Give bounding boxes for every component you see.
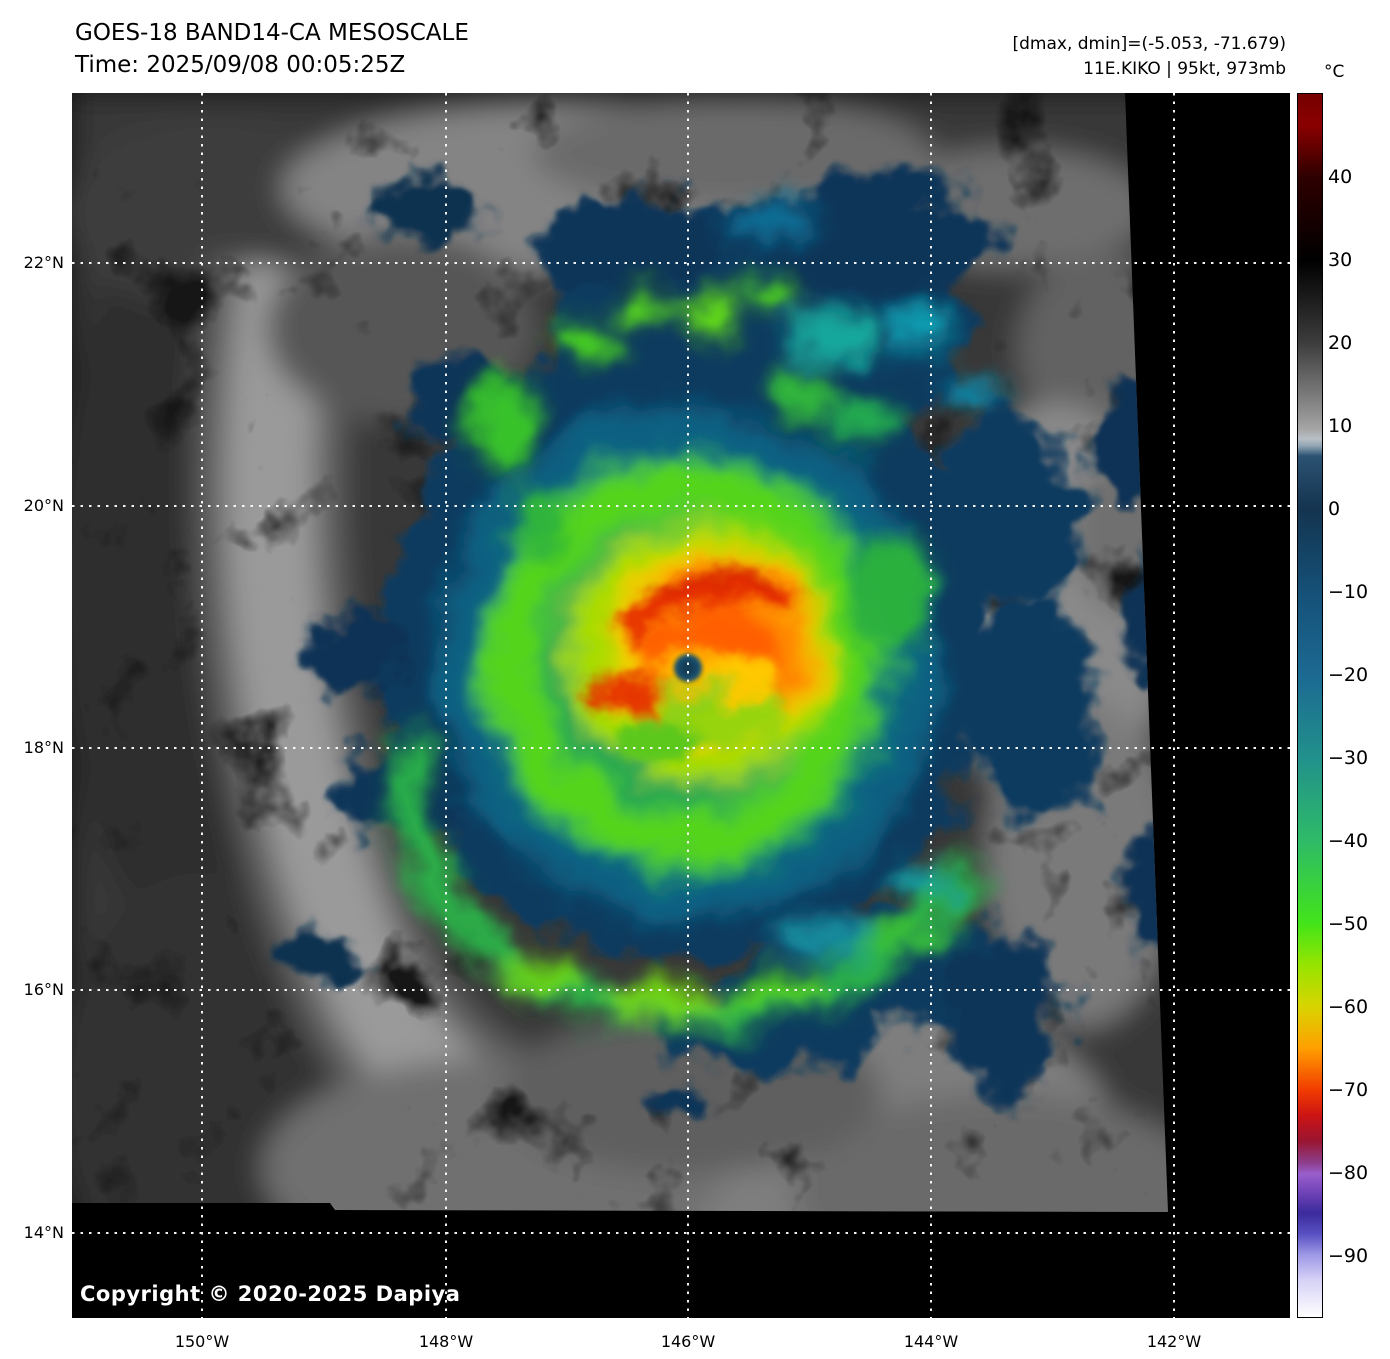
colorbar-tick: −20 (1328, 664, 1369, 686)
lon-label-148w: 148°W (418, 1332, 474, 1351)
lon-label-144w: 144°W (903, 1332, 959, 1351)
colorbar-tick: −60 (1328, 996, 1369, 1018)
satellite-map: Copyright © 2020-2025 Dapiya (72, 93, 1290, 1318)
colorbar-tick: −50 (1328, 913, 1369, 935)
colorbar-tick: −80 (1328, 1162, 1369, 1184)
spiral-bands (390, 200, 999, 1028)
lat-label-18n: 18°N (23, 738, 64, 757)
graticule-gridlines (72, 93, 1290, 1318)
lat-label-20n: 20°N (23, 496, 64, 515)
dmax-dmin-readout: [dmax, dmin]=(-5.053, -71.679) (1012, 34, 1287, 54)
timestamp: Time: 2025/09/08 00:05:25Z (75, 52, 406, 78)
colorbar-tick: 0 (1328, 498, 1341, 520)
colorbar-tick: 10 (1328, 415, 1353, 437)
page-title: GOES-18 BAND14-CA MESOSCALE (75, 20, 469, 46)
colorbar-unit-label: °C (1324, 62, 1345, 82)
colorbar-tick: 30 (1328, 249, 1353, 271)
lat-label-16n: 16°N (23, 980, 64, 999)
colorbar-tick: −40 (1328, 830, 1369, 852)
lat-label-14n: 14°N (23, 1223, 64, 1242)
colorbar-tick: −30 (1328, 747, 1369, 769)
hurricane-satellite-image (72, 93, 1290, 1318)
lon-label-146w: 146°W (660, 1332, 716, 1351)
lon-label-150w: 150°W (174, 1332, 230, 1351)
hurricane-eye (674, 654, 702, 682)
colorbar-tick: −90 (1328, 1245, 1369, 1267)
lat-label-22n: 22°N (23, 253, 64, 272)
colorbar-tick: 20 (1328, 332, 1353, 354)
storm-inner-bands (581, 570, 802, 763)
storm-info: 11E.KIKO | 95kt, 973mb (1083, 59, 1286, 79)
colorbar-tick: −10 (1328, 581, 1369, 603)
temperature-colorbar (1297, 93, 1323, 1318)
colorbar-tick: −70 (1328, 1079, 1369, 1101)
colorbar-tick: 40 (1328, 166, 1353, 188)
lon-label-142w: 142°W (1146, 1332, 1202, 1351)
copyright-watermark: Copyright © 2020-2025 Dapiya (80, 1282, 461, 1306)
